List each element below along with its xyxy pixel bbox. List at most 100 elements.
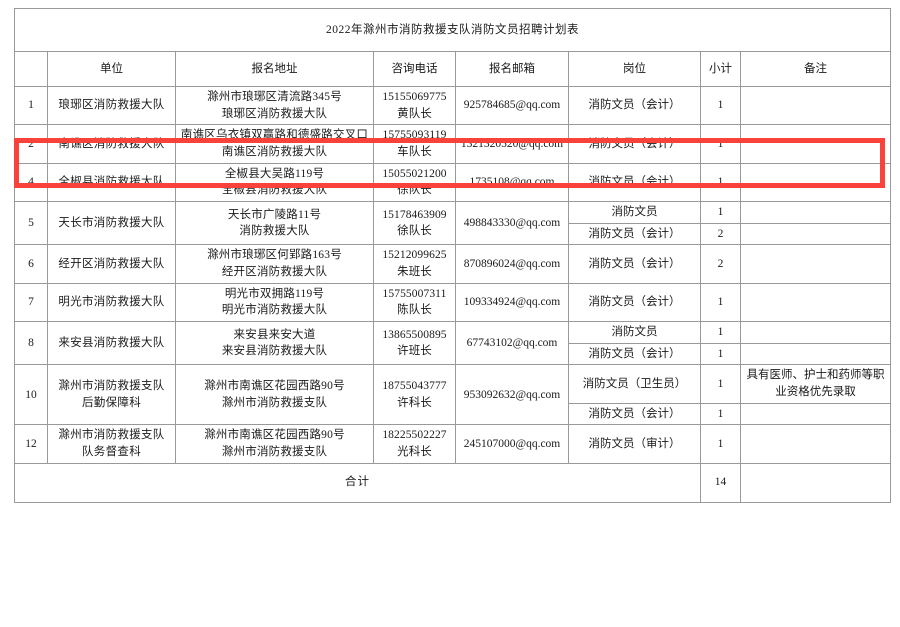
row-index: 8 [14,321,48,366]
cell-unit: 南谯区消防救援大队 [47,124,176,164]
cell-subtotal: 1 [700,321,741,344]
cell-phone: 18755043777 许科长 [373,364,456,426]
cell-subtotal: 2 [700,222,741,246]
cell-position: 消防文员（会计） [568,222,701,246]
cell-phone: 15755093119 车队长 [373,124,456,164]
cell-remark [740,222,891,246]
cell-position: 消防文员（会计） [568,162,701,203]
column-header-address: 报名地址 [175,51,374,87]
cell-subtotal: 1 [700,402,741,426]
cell-remark [740,321,891,344]
cell-email: 870896024@qq.com [455,244,569,284]
cell-remark [740,342,891,366]
cell-phone: 13865500895 许班长 [373,321,456,366]
cell-position: 消防文员（会计） [568,402,701,426]
table-row: 1 琅琊区消防救援大队 滁州市琅琊区清流路345号 琅琊区消防救援大队 15155069… [14,85,891,126]
cell-unit: 滁州市消防救援支队 后勤保障科 [47,364,176,426]
cell-unit: 全椒县消防救援大队 [47,162,176,203]
cell-subtotal: 1 [700,342,741,366]
total-label: 合计 [14,462,701,503]
cell-address: 滁州市琅琊区清流路345号 琅琊区消防救援大队 [175,85,374,126]
cell-position: 消防文员 [568,321,701,344]
cell-email: 245107000@qq.com [455,424,569,464]
table-row: 2 南谯区消防救援大队 南谯区乌衣镇双赢路和德盛路交叉口 南谯区消防救援大队 15755… [14,124,891,164]
row-index: 12 [14,424,48,464]
cell-phone: 15178463909 徐队长 [373,201,456,246]
cell-address: 南谯区乌衣镇双赢路和德盛路交叉口 南谯区消防救援大队 [175,124,374,164]
cell-position: 消防文员（会计） [568,342,701,366]
table-row: 10 滁州市消防救援支队 后勤保障科 滁州市南谯区花园西路90号 滁州市消防救援支队 18… [14,364,891,426]
table-row: 6 经开区消防救援大队 滁州市琅琊区何郢路163号 经开区消防救援大队 15212099… [14,244,891,284]
cell-unit: 经开区消防救援大队 [47,244,176,284]
total-value: 14 [700,462,741,503]
cell-address: 滁州市南谯区花园西路90号 滁州市消防救援支队 [175,364,374,426]
cell-email: 953092632@qq.com [455,364,569,426]
cell-remark [740,424,891,464]
cell-remark [740,85,891,126]
document-title: 2022年滁州市消防救援支队消防文员招聘计划表 [14,8,891,52]
cell-subtotal: 2 [700,244,741,284]
total-row: 合计 14 [14,462,891,503]
cell-email: 1321320520@qq.com [455,124,569,164]
row-index: 1 [14,85,48,126]
cell-subtotal: 1 [700,282,741,323]
cell-subtotal: 1 [700,124,741,164]
row-index: 6 [14,244,48,284]
row-index: 10 [14,364,48,426]
header-row: 单位 报名地址 咨询电话 报名邮箱 岗位 小计 备注 [14,51,891,87]
title-row: 2022年滁州市消防救援支队消防文员招聘计划表 [14,8,891,52]
total-remark [740,462,891,503]
cell-subtotal: 1 [700,85,741,126]
cell-email: 498843330@qq.com [455,201,569,246]
cell-subtotal: 1 [700,201,741,224]
cell-email: 1735108@qq.com [455,162,569,203]
cell-address: 滁州市南谯区花园西路90号 滁州市消防救援支队 [175,424,374,464]
cell-unit: 琅琊区消防救援大队 [47,85,176,126]
cell-remark [740,282,891,323]
row-index: 4 [14,162,48,203]
cell-position: 消防文员（会计） [568,85,701,126]
cell-position: 消防文员（会计） [568,124,701,164]
cell-address: 全椒县大吴路119号 全椒县消防救援大队 [175,162,374,203]
cell-unit: 来安县消防救援大队 [47,321,176,366]
cell-remark [740,244,891,284]
row-index: 2 [14,124,48,164]
cell-address: 明光市双拥路119号 明光市消防救援大队 [175,282,374,323]
cell-remark: 具有医师、护士和药师等职业资格优先录取 [740,364,891,404]
cell-remark [740,124,891,164]
table-row: 消防文员（会计） 2 [15,222,891,246]
cell-remark [740,162,891,203]
column-header-unit: 单位 [47,51,176,87]
recruitment-plan-table: 2022年滁州市消防救援支队消防文员招聘计划表 单位 报名地址 咨询电话 报名邮箱 岗位小… [14,8,891,503]
column-header-remark: 备注 [740,51,891,87]
row-index: 7 [14,282,48,323]
cell-unit: 滁州市消防救援支队 队务督查科 [47,424,176,464]
cell-address: 来安县来安大道 来安县消防救援大队 [175,321,374,366]
cell-position: 消防文员（会计） [568,282,701,323]
table-row: 消防文员（会计） 1 [15,342,891,366]
cell-phone: 15055021200 徐队长 [373,162,456,203]
cell-phone: 15212099625 朱班长 [373,244,456,284]
cell-address: 滁州市琅琊区何郢路163号 经开区消防救援大队 [175,244,374,284]
table-row: 12 滁州市消防救援支队 队务督查科 滁州市南谯区花园西路90号 滁州市消防救援支队 18… [14,424,891,464]
row-index: 5 [14,201,48,246]
cell-phone: 15155069775 黄队长 [373,85,456,126]
cell-position: 消防文员（卫生员） [568,364,701,404]
cell-unit: 明光市消防救援大队 [47,282,176,323]
cell-subtotal: 1 [700,424,741,464]
column-header-index [14,51,48,87]
cell-email: 925784685@qq.com [455,85,569,126]
cell-unit: 天长市消防救援大队 [47,201,176,246]
table-row: 4 全椒县消防救援大队 全椒县大吴路119号 全椒县消防救援大队 15055021200… [14,162,891,203]
column-header-subtotal: 小计 [700,51,741,87]
cell-subtotal: 1 [700,364,741,404]
column-header-phone: 咨询电话 [373,51,456,87]
cell-subtotal: 1 [700,162,741,203]
cell-email: 109334924@qq.com [455,282,569,323]
table-row: 8 来安县消防救援大队 来安县来安大道 来安县消防救援大队 13865500895 许班长… [14,321,891,366]
cell-position: 消防文员（审计） [568,424,701,464]
column-header-position: 岗位 [568,51,701,87]
cell-address: 天长市广陵路11号 消防救援大队 [175,201,374,246]
cell-email: 67743102@qq.com [455,321,569,366]
